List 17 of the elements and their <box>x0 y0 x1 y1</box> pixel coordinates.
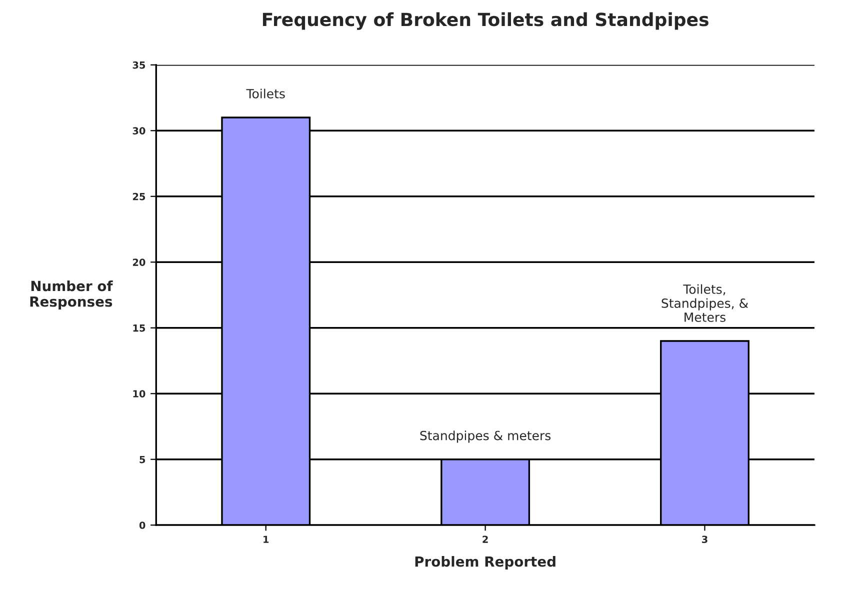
y-axis-title: Number of Responses <box>30 280 113 310</box>
y-tick-label: 10 <box>133 390 146 398</box>
x-axis-title: Problem Reported <box>415 556 556 570</box>
y-tick-label: 15 <box>133 324 146 332</box>
annotation: Standpipes & meters <box>420 430 551 443</box>
annotation: Toilets <box>246 88 285 98</box>
chart-title: Frequency of Broken Toilets and Standpipes <box>262 12 708 30</box>
annotation: Toilets, Standpipes, & Meters <box>662 284 748 322</box>
y-tick-label: 5 <box>140 456 146 464</box>
y-tick-label: 35 <box>132 61 146 69</box>
x-tick-label: 1 <box>264 536 269 543</box>
x-tick-label: 2 <box>482 536 488 543</box>
y-tick-label: 20 <box>132 258 146 266</box>
y-tick-label: 25 <box>132 192 146 200</box>
y-tick-label: 30 <box>132 127 146 134</box>
y-tick-label: 0 <box>139 522 146 529</box>
x-tick-label: 3 <box>702 536 708 544</box>
